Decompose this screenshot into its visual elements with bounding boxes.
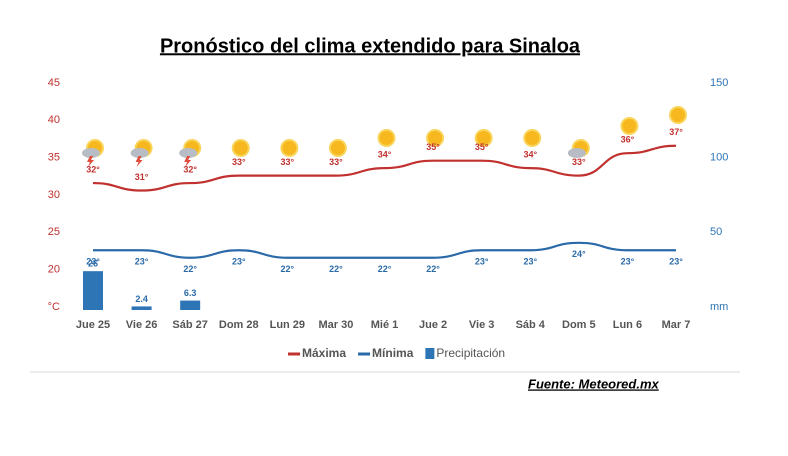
value-label: 36° bbox=[621, 135, 635, 145]
value-label: 22° bbox=[281, 264, 295, 274]
weather-icon bbox=[130, 139, 153, 167]
weather-icon bbox=[474, 129, 493, 147]
value-label: 26 bbox=[88, 259, 98, 269]
chart-title: Pronóstico del clima extendido para Sina… bbox=[160, 35, 581, 57]
x-tick-label: Mar 30 bbox=[318, 319, 353, 331]
value-label: 33° bbox=[232, 157, 246, 167]
legend-label: Mínima bbox=[372, 346, 414, 360]
bolt bbox=[184, 156, 192, 167]
x-tick-label: Vie 3 bbox=[469, 319, 495, 331]
weather-icon bbox=[179, 139, 202, 167]
value-label: 33° bbox=[572, 157, 586, 167]
weather-icon bbox=[426, 129, 445, 147]
y-tick-label: °C bbox=[48, 301, 60, 313]
value-label: 32° bbox=[183, 164, 197, 174]
line bbox=[93, 241, 676, 259]
bolt bbox=[87, 156, 94, 167]
weather-icon bbox=[620, 117, 639, 135]
x-tick-label: Lun 6 bbox=[613, 319, 642, 331]
value-label: 22° bbox=[426, 264, 440, 274]
x-tick-label: Dom 28 bbox=[219, 319, 259, 331]
value-label: 34° bbox=[523, 150, 537, 160]
bar bbox=[83, 271, 103, 310]
sun bbox=[426, 129, 445, 147]
x-tick-label: Vie 26 bbox=[126, 319, 158, 331]
value-label: 23° bbox=[232, 257, 246, 267]
weather-icon bbox=[669, 106, 687, 124]
weather-icon bbox=[328, 139, 347, 157]
weather-icon bbox=[231, 139, 250, 157]
y-tick-label: 30 bbox=[48, 189, 60, 201]
x-tick-label: Lun 29 bbox=[270, 319, 305, 331]
legend-swatch bbox=[425, 348, 435, 359]
bar bbox=[180, 300, 201, 310]
y-tick-label: 35 bbox=[48, 152, 60, 164]
value-label: 35° bbox=[426, 142, 440, 152]
legend-label: Máxima bbox=[302, 346, 346, 360]
value-label: 22° bbox=[378, 264, 392, 274]
y2-tick-label: 50 bbox=[710, 226, 722, 238]
line bbox=[92, 144, 677, 192]
value-label: 33° bbox=[329, 157, 343, 167]
sun bbox=[523, 129, 542, 147]
value-label: 2.4 bbox=[135, 294, 148, 304]
y-tick-label: 40 bbox=[48, 114, 60, 126]
y-tick-label: 20 bbox=[48, 264, 60, 276]
x-tick-label: Jue 2 bbox=[419, 319, 447, 331]
legend-label: Precipitación bbox=[436, 346, 505, 360]
value-label: 23° bbox=[669, 257, 683, 267]
cloud bbox=[130, 148, 149, 158]
cloud bbox=[179, 148, 198, 158]
weather-icon bbox=[377, 129, 396, 147]
value-label: 34° bbox=[378, 150, 392, 160]
bar bbox=[131, 306, 152, 310]
value-label: 6.3 bbox=[184, 288, 197, 298]
x-tick-label: Sáb 4 bbox=[516, 319, 546, 331]
value-label: 31° bbox=[135, 172, 149, 182]
sun bbox=[474, 129, 493, 147]
cloud bbox=[567, 148, 586, 158]
sun bbox=[377, 129, 396, 147]
weather-icon bbox=[567, 139, 590, 158]
value-label: 22° bbox=[329, 264, 343, 274]
x-tick-label: Jue 25 bbox=[76, 319, 110, 331]
value-label: 23° bbox=[86, 257, 100, 267]
value-label: 24° bbox=[572, 249, 586, 259]
y-tick-label: 45 bbox=[48, 77, 60, 89]
cloud bbox=[82, 148, 100, 158]
sun bbox=[328, 139, 347, 157]
weather-icon bbox=[523, 129, 542, 147]
weather-icon bbox=[82, 139, 104, 167]
x-tick-label: Mié 1 bbox=[371, 319, 399, 331]
y2-tick-label: 100 bbox=[710, 152, 728, 164]
sun bbox=[669, 106, 687, 124]
value-label: 33° bbox=[281, 157, 295, 167]
value-label: 32° bbox=[86, 164, 100, 174]
y-tick-label: 25 bbox=[48, 226, 60, 238]
y2-tick-label: 150 bbox=[710, 77, 728, 89]
value-label: 23° bbox=[475, 257, 489, 267]
value-label: 23° bbox=[621, 257, 635, 267]
x-tick-label: Dom 5 bbox=[562, 319, 596, 331]
weather-icon bbox=[280, 139, 299, 157]
bolt bbox=[135, 156, 143, 167]
y2-tick-label: mm bbox=[710, 301, 728, 313]
sun bbox=[231, 139, 250, 157]
x-tick-label: Mar 7 bbox=[662, 319, 691, 331]
x-tick-label: Sáb 27 bbox=[172, 319, 207, 331]
value-label: 35° bbox=[475, 142, 489, 152]
value-label: 23° bbox=[135, 257, 149, 267]
sun bbox=[620, 117, 639, 135]
value-label: 23° bbox=[523, 257, 537, 267]
source: Fuente: Meteored.mx bbox=[528, 376, 660, 391]
value-label: 37° bbox=[669, 127, 683, 137]
value-label: 22° bbox=[183, 264, 197, 274]
sun bbox=[280, 139, 299, 157]
